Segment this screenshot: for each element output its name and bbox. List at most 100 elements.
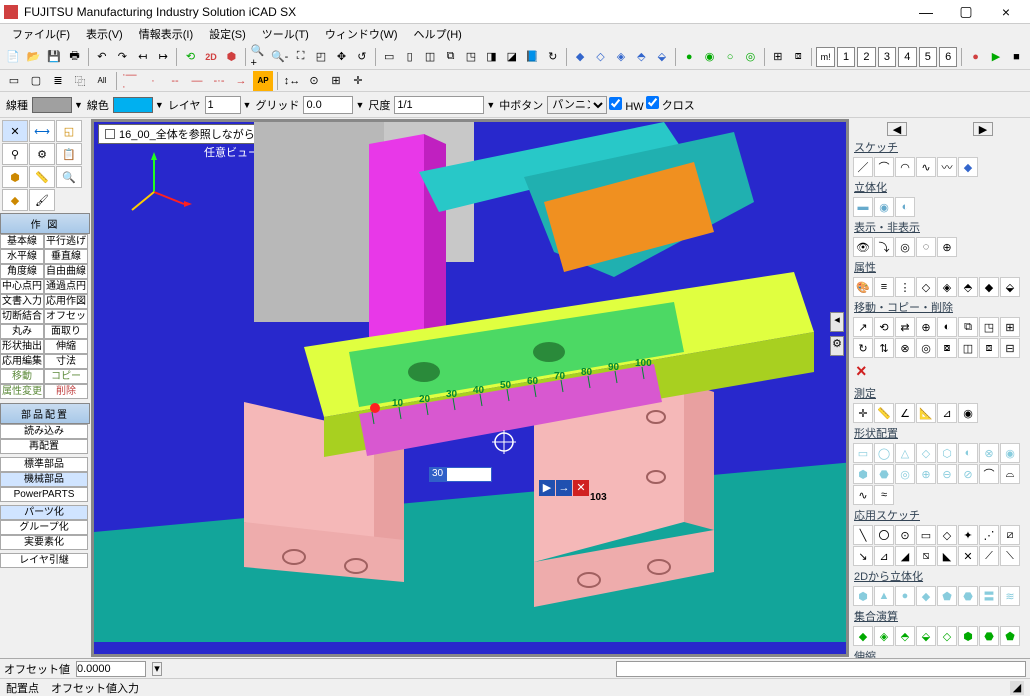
op-appedit[interactable]: 応用編集 — [0, 354, 44, 369]
cube4-icon[interactable]: ⬘ — [632, 47, 650, 67]
sh-12-icon[interactable]: ⊕ — [916, 464, 936, 484]
sh-15-icon[interactable]: ⌒ — [979, 464, 999, 484]
sd-extrude-icon[interactable]: ▬ — [853, 197, 873, 217]
as-9-icon[interactable]: ↘ — [853, 546, 873, 566]
close-button[interactable]: × — [986, 1, 1026, 23]
panel-gear-icon[interactable]: ⚙ — [830, 336, 844, 356]
nav-left-icon[interactable]: ◀ — [887, 122, 907, 136]
as-8-icon[interactable]: ⧄ — [1000, 525, 1020, 545]
confirm-cancel-icon[interactable]: ✕ — [573, 480, 589, 496]
shape-tool-icon[interactable]: ◆ — [2, 189, 28, 211]
parts-group[interactable]: グループ化 — [0, 520, 88, 535]
layer-input[interactable] — [205, 96, 241, 114]
offset-dropdown-icon[interactable]: ▾ — [152, 662, 162, 676]
as-4-icon[interactable]: ▭ — [916, 525, 936, 545]
dim-tool-icon[interactable]: ⟷ — [29, 120, 55, 142]
vs-show-icon[interactable]: 👁 — [853, 237, 873, 257]
op-extract[interactable]: 形状抽出 — [0, 339, 44, 354]
cube3-icon[interactable]: ◈ — [612, 47, 630, 67]
sk-curve-icon[interactable]: ∿ — [916, 157, 936, 177]
t3-4-icon[interactable]: ◆ — [916, 586, 936, 606]
parts-layer[interactable]: レイヤ引継 — [0, 553, 88, 568]
sh-3-icon[interactable]: △ — [895, 443, 915, 463]
save-icon[interactable]: 💾 — [45, 47, 63, 67]
op-attr[interactable]: 属性変更 — [0, 384, 44, 399]
cube-tool-icon[interactable]: ⬢ — [2, 166, 28, 188]
as-1-icon[interactable]: ╲ — [853, 525, 873, 545]
disc2-icon[interactable]: ◉ — [700, 47, 718, 67]
menu-view[interactable]: 表示(V) — [78, 24, 131, 44]
mc-7-icon[interactable]: ◳ — [979, 317, 999, 337]
menu-tools[interactable]: ツール(T) — [254, 24, 317, 44]
as-3-icon[interactable]: ⊙ — [895, 525, 915, 545]
mc-15-icon[interactable]: ⧈ — [979, 338, 999, 358]
mc-6-icon[interactable]: ⧉ — [958, 317, 978, 337]
sd-sweep-icon[interactable]: ◐ — [895, 197, 915, 217]
sh-2-icon[interactable]: ◯ — [874, 443, 894, 463]
mc-16-icon[interactable]: ⊟ — [1000, 338, 1020, 358]
nav-back-icon[interactable]: ↤ — [134, 47, 152, 67]
m-btn-5[interactable]: 5 — [919, 47, 937, 67]
view4-icon[interactable]: ⧉ — [441, 47, 459, 67]
mc-4-icon[interactable]: ⊕ — [916, 317, 936, 337]
at-cube1-icon[interactable]: ◇ — [916, 277, 936, 297]
m-btn-1[interactable]: 1 — [837, 47, 855, 67]
so-1-icon[interactable]: ◆ — [853, 626, 873, 646]
hw-checkbox[interactable]: HW — [609, 97, 643, 113]
resize-grip-icon[interactable]: ◢ — [1010, 681, 1024, 695]
mc-2-icon[interactable]: ⟲ — [874, 317, 894, 337]
maximize-button[interactable]: ▢ — [946, 1, 986, 23]
mc-12-icon[interactable]: ◎ — [916, 338, 936, 358]
pan-icon[interactable]: ✥ — [332, 47, 350, 67]
menu-settings[interactable]: 設定(S) — [201, 24, 254, 44]
ms-5-icon[interactable]: ⊿ — [937, 403, 957, 423]
t3-5-icon[interactable]: ⬟ — [937, 586, 957, 606]
print-icon[interactable]: 🖶 — [65, 47, 83, 67]
line-solid-icon[interactable]: — — [187, 71, 207, 91]
op-chamfer[interactable]: 面取り — [44, 324, 88, 339]
op-extend[interactable]: 伸縮 — [44, 339, 88, 354]
float-value-input[interactable]: 30 — [429, 467, 492, 482]
sh-7-icon[interactable]: ⊗ — [979, 443, 999, 463]
minimize-button[interactable]: — — [906, 1, 946, 23]
parts-real[interactable]: 実要素化 — [0, 535, 88, 550]
sh-11-icon[interactable]: ◎ — [895, 464, 915, 484]
win1-icon[interactable]: ⊞ — [769, 47, 787, 67]
parts-ize[interactable]: パーツ化 — [0, 505, 88, 520]
op-move[interactable]: 移動 — [0, 369, 44, 384]
sk-erase-icon[interactable]: ◆ — [958, 157, 978, 177]
as-5-icon[interactable]: ◇ — [937, 525, 957, 545]
op-spline[interactable]: 自由曲線 — [44, 264, 88, 279]
sd-revolve-icon[interactable]: ◉ — [874, 197, 894, 217]
disc3-icon[interactable]: ○ — [721, 47, 739, 67]
zoom-fit-icon[interactable]: ⛶ — [291, 47, 309, 67]
so-3-icon[interactable]: ⬘ — [895, 626, 915, 646]
op-center-circ[interactable]: 中心点円 — [0, 279, 44, 294]
menu-info[interactable]: 情報表示(I) — [131, 24, 201, 44]
as-13-icon[interactable]: ◣ — [937, 546, 957, 566]
menu-help[interactable]: ヘルプ(H) — [406, 24, 470, 44]
op-fillet[interactable]: 丸み — [0, 324, 44, 339]
zoom-out-icon[interactable]: 🔍- — [270, 47, 289, 67]
snap-icon[interactable]: ✛ — [348, 71, 368, 91]
refresh-icon[interactable]: ↻ — [543, 47, 561, 67]
as-15-icon[interactable]: ⟋ — [979, 546, 999, 566]
vs-all-icon[interactable]: ⊕ — [937, 237, 957, 257]
stop-icon[interactable]: ■ — [1007, 47, 1025, 67]
view5-icon[interactable]: ◳ — [462, 47, 480, 67]
t3-8-icon[interactable]: ≋ — [1000, 586, 1020, 606]
book-icon[interactable]: 📘 — [523, 47, 541, 67]
note-tool-icon[interactable]: ◱ — [56, 120, 82, 142]
zoom-in-icon[interactable]: 🔍+ — [250, 47, 268, 67]
grid-input[interactable] — [303, 96, 353, 114]
op-basic-line[interactable]: 基本線 — [0, 234, 44, 249]
line-dot-icon[interactable]: · — [143, 71, 163, 91]
mc-10-icon[interactable]: ⇅ — [874, 338, 894, 358]
ms-3-icon[interactable]: ∠ — [895, 403, 915, 423]
parts-read[interactable]: 読み込み — [0, 424, 88, 439]
op-pass-circ[interactable]: 通過点円 — [44, 279, 88, 294]
rec-icon[interactable]: ● — [966, 47, 984, 67]
sh-6-icon[interactable]: ◐ — [958, 443, 978, 463]
m-btn-4[interactable]: 4 — [898, 47, 916, 67]
parts-mech[interactable]: 機械部品 — [0, 472, 88, 487]
